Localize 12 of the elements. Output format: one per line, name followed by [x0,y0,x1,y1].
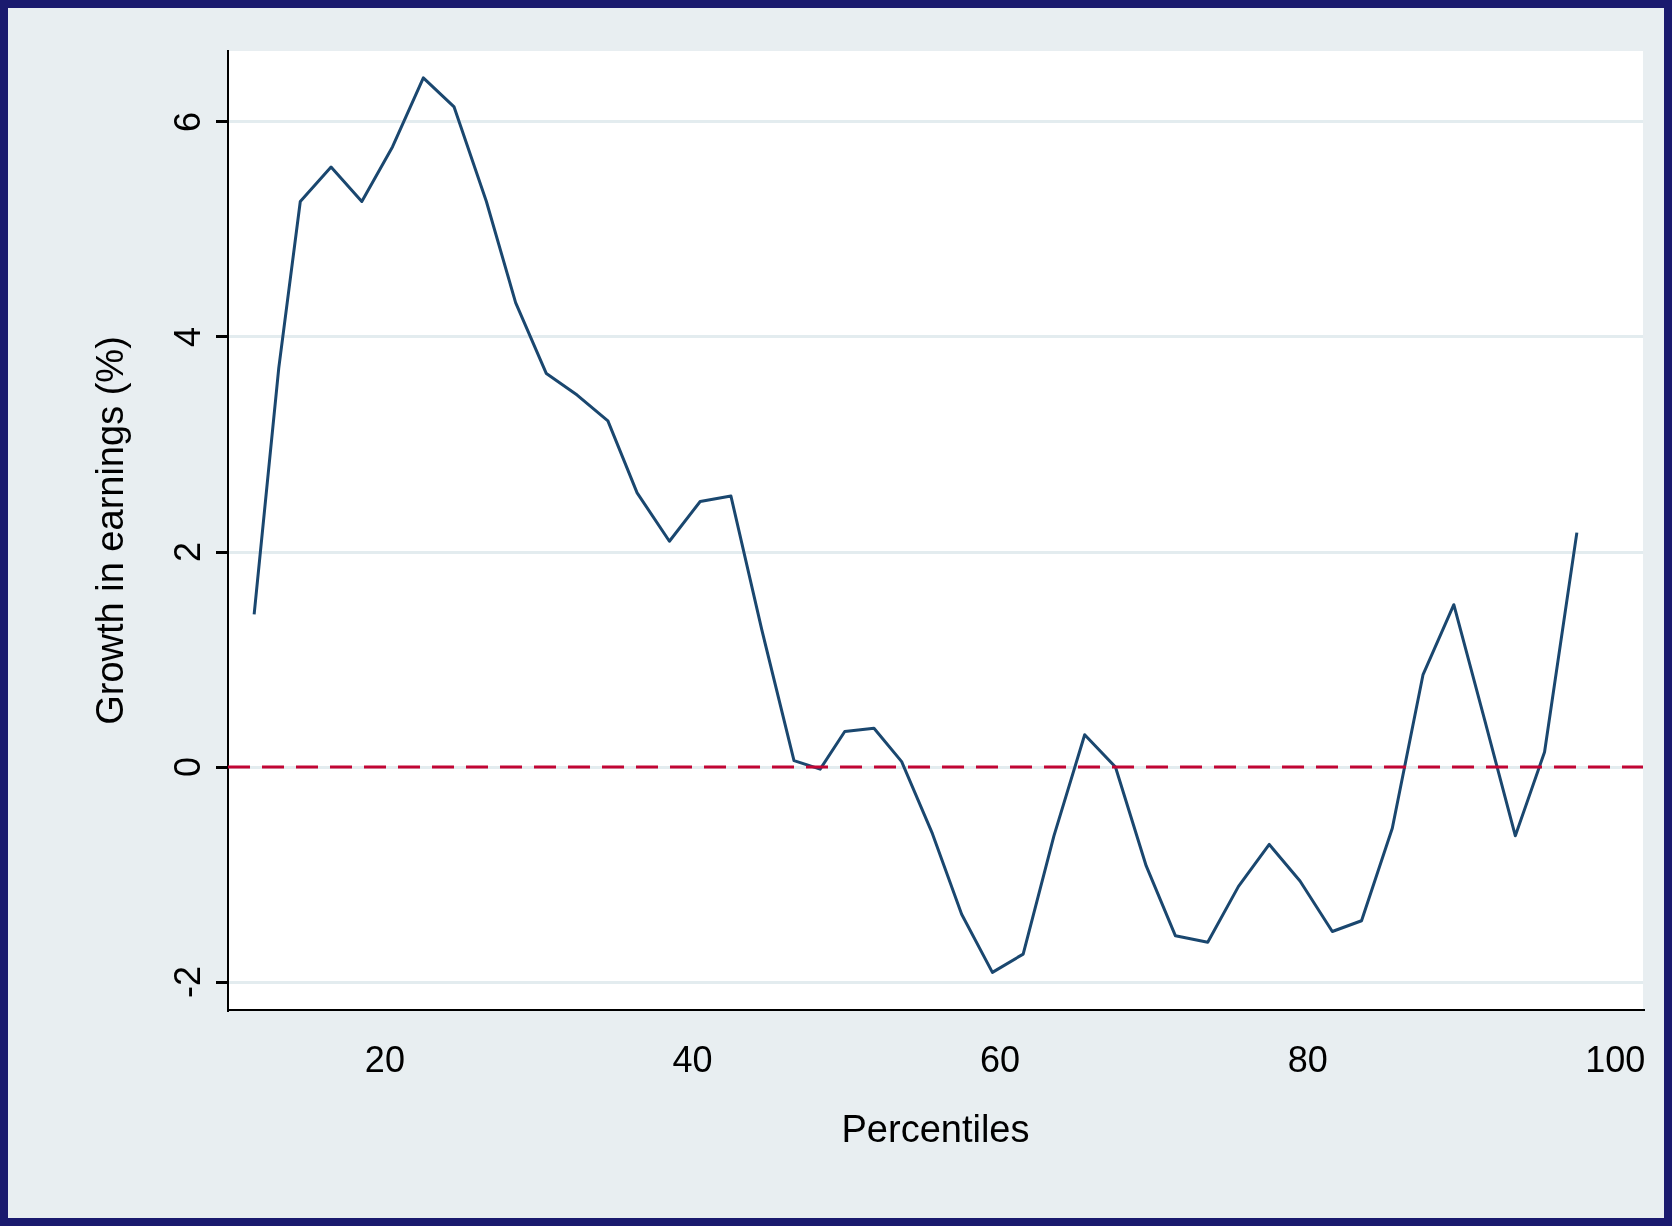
x-axis-title: Percentiles [841,1107,1030,1150]
x-tick-label: 80 [1287,1038,1328,1080]
y-tick-label: -2 [166,966,208,999]
y-tick-label: 0 [166,757,208,778]
y-tick-label: 4 [166,326,208,347]
x-tick-label: 40 [672,1038,713,1080]
y-tick-label: 2 [166,541,208,563]
x-tick-label: 100 [1585,1038,1646,1080]
y-axis-title: Growth in earnings (%) [89,336,132,725]
y-tick-label: 6 [166,111,208,132]
x-tick-label: 20 [364,1038,405,1080]
x-tick-label: 60 [980,1038,1021,1080]
